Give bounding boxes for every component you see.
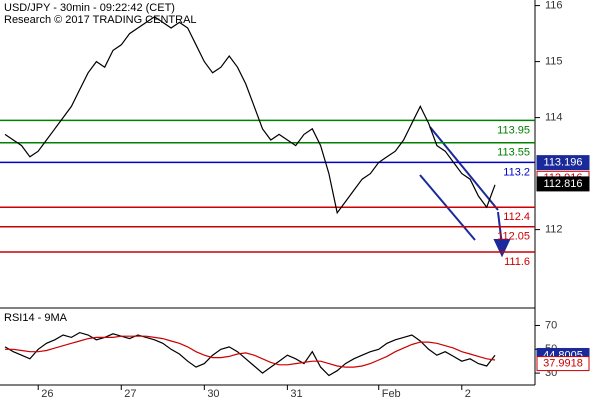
price-box-label: 112.816 bbox=[544, 178, 583, 190]
level-label: 113.2 bbox=[503, 166, 530, 178]
series-line bbox=[4, 331, 496, 377]
level-label: 112.4 bbox=[503, 211, 530, 223]
x-tick-label: 2 bbox=[465, 388, 471, 400]
y-tick-label: 112 bbox=[545, 224, 563, 236]
price-box-label: 113.196 bbox=[544, 157, 583, 169]
chart-subtitle: Research © 2017 TRADING CENTRAL bbox=[4, 14, 197, 26]
series-line bbox=[4, 16, 496, 215]
price-box-label: 37.9918 bbox=[543, 357, 583, 369]
rsi-title: RSI14 - 9MA bbox=[4, 312, 68, 324]
level-label: 111.6 bbox=[504, 256, 530, 268]
x-tick-label: 30 bbox=[207, 388, 219, 400]
series-line bbox=[5, 335, 496, 368]
y-tick-label: 70 bbox=[545, 319, 557, 331]
level-label: 113.95 bbox=[497, 124, 530, 136]
price-box bbox=[536, 176, 590, 192]
y-tick-label: 116 bbox=[545, 0, 563, 12]
level-label: 113.55 bbox=[497, 147, 530, 159]
chart-title: USD/JPY - 30min - 09:22:42 (CET) bbox=[4, 2, 175, 14]
x-tick-label: 31 bbox=[290, 388, 302, 400]
x-tick-label: 27 bbox=[124, 388, 136, 400]
y-tick-label: 114 bbox=[545, 112, 563, 124]
price-box bbox=[536, 356, 590, 372]
price-box bbox=[536, 155, 590, 171]
y-tick-label: 115 bbox=[545, 56, 563, 68]
x-tick-label: 26 bbox=[41, 388, 53, 400]
x-tick-label: Feb bbox=[382, 388, 401, 400]
level-label: 112.05 bbox=[497, 231, 530, 243]
